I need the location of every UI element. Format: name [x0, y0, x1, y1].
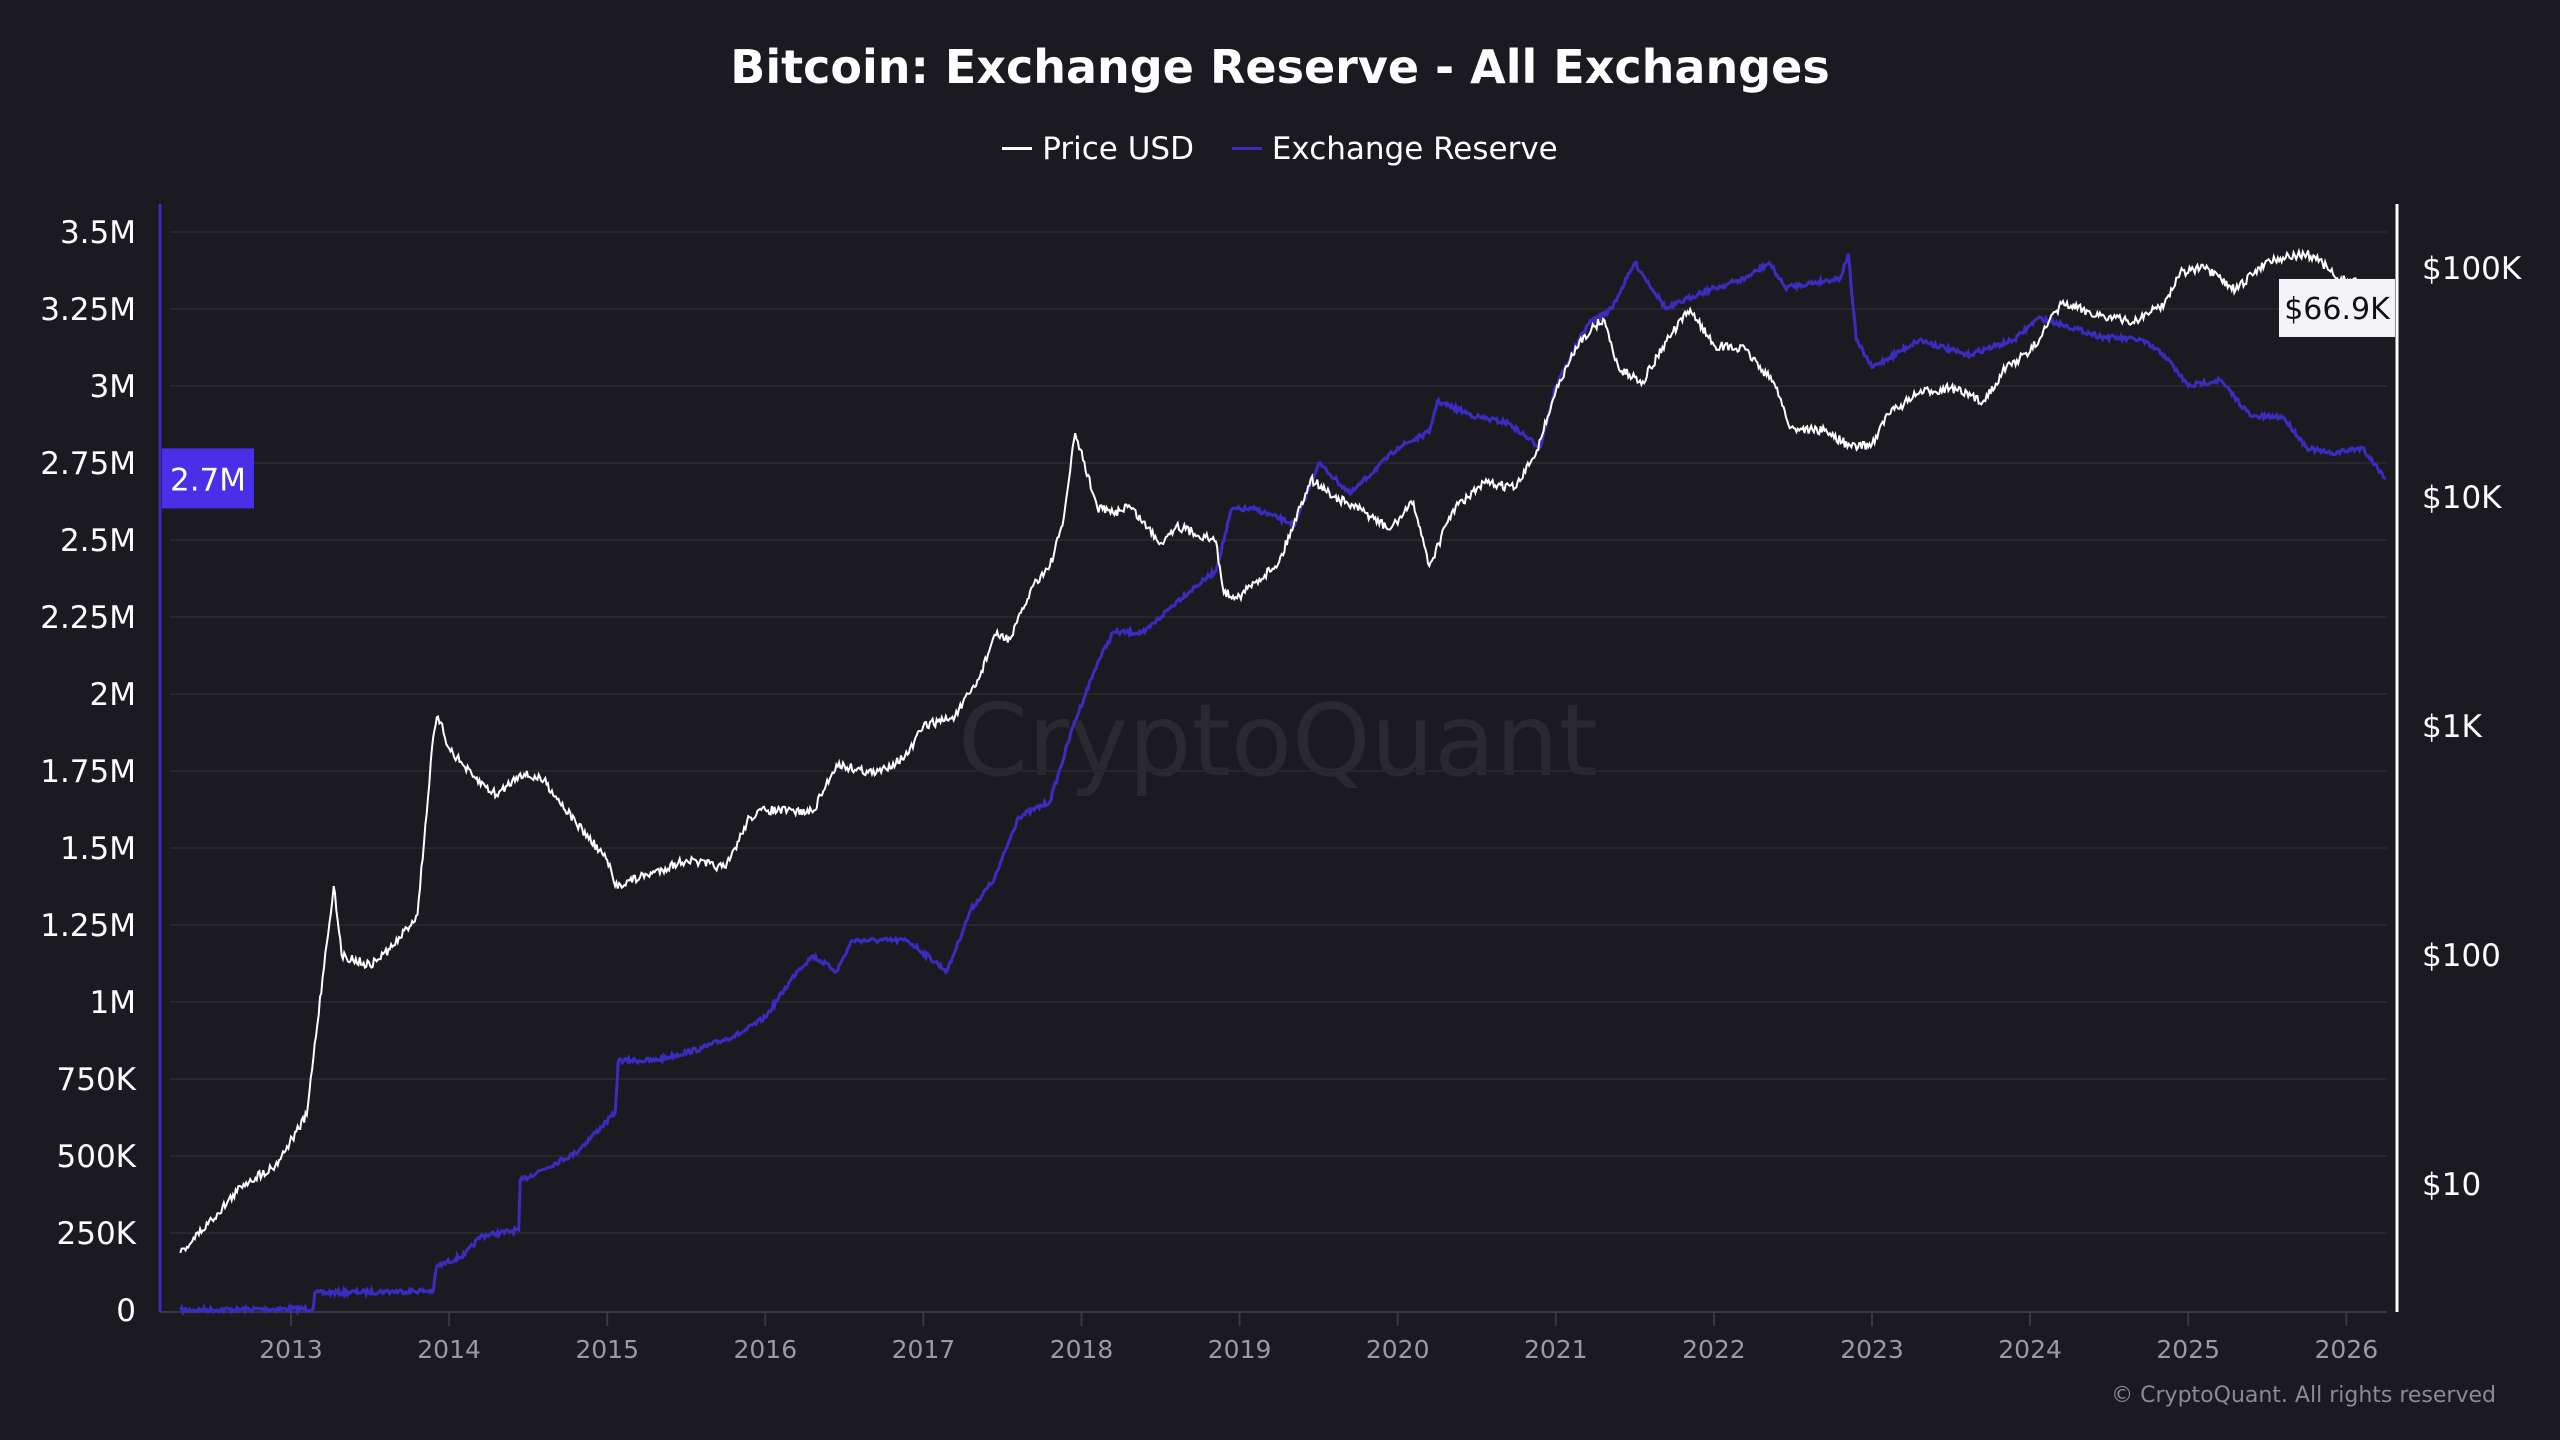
- left-tick-label: 1.75M: [40, 754, 136, 790]
- current-reserve-marker: [162, 448, 254, 509]
- left-tick-label: 2M: [90, 677, 136, 713]
- chart-title: Bitcoin: Exchange Reserve - All Exchange…: [730, 40, 1830, 94]
- right-tick-label: $100: [2422, 938, 2501, 974]
- right-tick-label: $10: [2422, 1167, 2481, 1203]
- x-tick-label: 2016: [733, 1335, 797, 1364]
- legend-item-price[interactable]: Price USD: [1002, 131, 1194, 167]
- left-tick-label: 1.5M: [60, 831, 136, 867]
- x-tick-label: 2019: [1208, 1335, 1272, 1364]
- current-price-label: $66.9K: [2284, 292, 2391, 327]
- x-tick-label: 2021: [1524, 1335, 1588, 1364]
- left-tick-label: 250K: [57, 1216, 137, 1252]
- legend-swatch-reserve: [1231, 147, 1262, 150]
- left-tick-label: 500K: [57, 1139, 137, 1175]
- left-tick-label: 750K: [57, 1062, 137, 1098]
- x-tick-label: 2015: [575, 1335, 639, 1364]
- current-price-marker: [2279, 278, 2395, 337]
- x-tick-label: 2013: [259, 1335, 323, 1364]
- series-price-usd-line: [179, 247, 2387, 1254]
- x-tick-label: 2018: [1050, 1335, 1114, 1364]
- left-tick-label: 2.5M: [60, 523, 136, 559]
- current-reserve-label: 2.7M: [170, 462, 246, 498]
- left-tick-label: 3M: [90, 369, 136, 405]
- x-tick-label: 2025: [2156, 1335, 2220, 1364]
- left-tick-label: 0: [116, 1293, 136, 1329]
- x-tick-label: 2026: [2314, 1335, 2378, 1364]
- x-tick-label: 2022: [1682, 1335, 1746, 1364]
- watermark: CryptoQuant: [958, 682, 1598, 799]
- x-tick-label: 2017: [892, 1335, 956, 1364]
- x-tick-label: 2024: [1998, 1335, 2062, 1364]
- copyright: © CryptoQuant. All rights reserved: [2111, 1383, 2496, 1408]
- left-tick-label: 3.25M: [40, 292, 136, 328]
- left-tick-label: 1M: [90, 985, 136, 1021]
- legend-label-price: Price USD: [1042, 130, 1194, 167]
- right-tick-label: $10K: [2422, 480, 2502, 516]
- legend-label-reserve: Exchange Reserve: [1271, 130, 1558, 167]
- legend-item-reserve[interactable]: Exchange Reserve: [1231, 130, 1558, 167]
- left-tick-label: 1.25M: [40, 908, 136, 944]
- x-tick-label: 2020: [1366, 1335, 1430, 1364]
- series-exchange-reserve-line: [178, 253, 2387, 1317]
- x-tick-label: 2014: [417, 1335, 481, 1364]
- left-tick-label: 3.5M: [60, 215, 136, 251]
- legend: Price USD Exchange Reserve: [0, 122, 2560, 167]
- x-tick-label: 2023: [1840, 1335, 1904, 1364]
- left-tick-label: 2.75M: [40, 446, 136, 482]
- right-tick-label: $100K: [2422, 251, 2522, 287]
- right-tick-label: $1K: [2422, 709, 2482, 745]
- left-tick-label: 2.25M: [40, 600, 136, 636]
- legend-swatch-price: [1002, 147, 1033, 150]
